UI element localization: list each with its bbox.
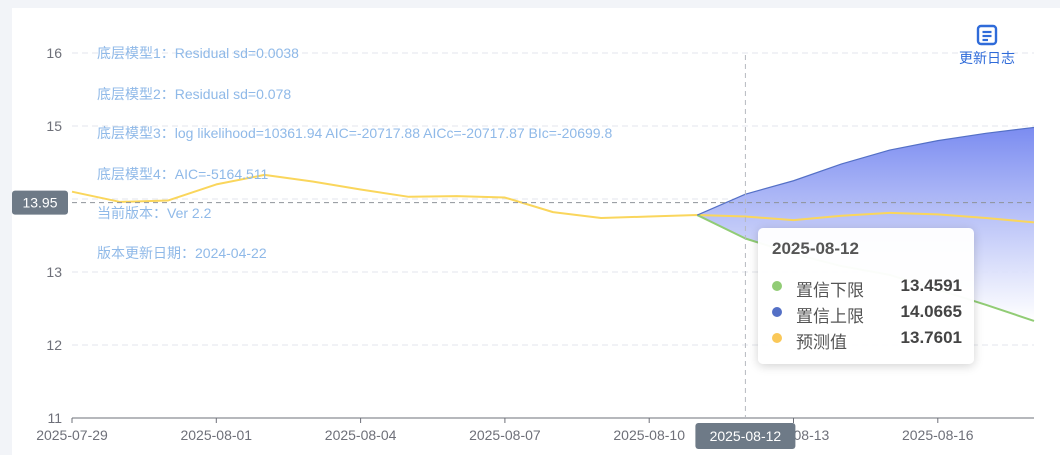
series-dot-icon [772,281,782,291]
y-tick-label: 11 [47,410,62,426]
tooltip-row-lower: 置信下限 13.4591 [772,274,962,300]
y-tick-label: 12 [46,337,62,353]
x-tick-label: 2025-08-07 [469,427,541,443]
y-tick-label: 16 [46,45,62,61]
annotation-text: 当前版本：Ver 2.2 [97,205,212,221]
tooltip-row-upper: 置信上限 14.0665 [772,300,962,326]
series-dot-icon [772,333,782,343]
series-line [697,126,1035,216]
x-tick-label: 2025-08-04 [325,427,397,443]
tooltip-series-value: 13.4591 [900,276,962,295]
x-tick-label: 2025-08-16 [902,427,974,443]
tooltip-row-forecast: 预测值 13.7601 [772,326,962,352]
changelog-button[interactable]: 更新日志 [950,24,1024,68]
x-tick-label: 2025-07-29 [36,427,108,443]
annotation-text: 底层模型4：AIC=-5164.511 [97,166,269,182]
changelog-label: 更新日志 [959,50,1015,66]
y-tick-label: 13 [46,264,62,280]
y-tick-label: 15 [46,118,62,134]
annotation-text: 底层模型2：Residual sd=0.078 [97,86,291,102]
x-tick-label: 2025-08-10 [613,427,685,443]
annotation-text: 版本更新日期：2024-04-22 [97,245,267,261]
x-tick-label: 2025-08-01 [180,427,252,443]
annotation-text: 底层模型3：log likelihood=10361.94 AIC=-20717… [97,125,612,141]
chart-tooltip: 2025-08-12 置信下限 13.4591 置信上限 14.0665 预测值… [758,228,974,364]
tooltip-series-name: 置信下限 [796,281,864,300]
tooltip-series-value: 13.7601 [900,328,962,347]
crosshair-x-label-box [695,423,796,449]
series-line [71,173,1035,224]
crosshair-y-label-box [12,190,68,215]
tooltip-series-value: 14.0665 [900,302,962,321]
document-icon [976,24,998,46]
tooltip-date: 2025-08-12 [772,239,859,258]
crosshair-x-label: 2025-08-12 [710,428,782,444]
series-dot-icon [772,307,782,317]
tooltip-series-name: 置信上限 [796,307,864,326]
tooltip-series-name: 预测值 [796,333,847,352]
crosshair-y-label: 13.95 [22,195,57,211]
annotation-text: 底层模型1：Residual sd=0.0038 [97,45,299,61]
